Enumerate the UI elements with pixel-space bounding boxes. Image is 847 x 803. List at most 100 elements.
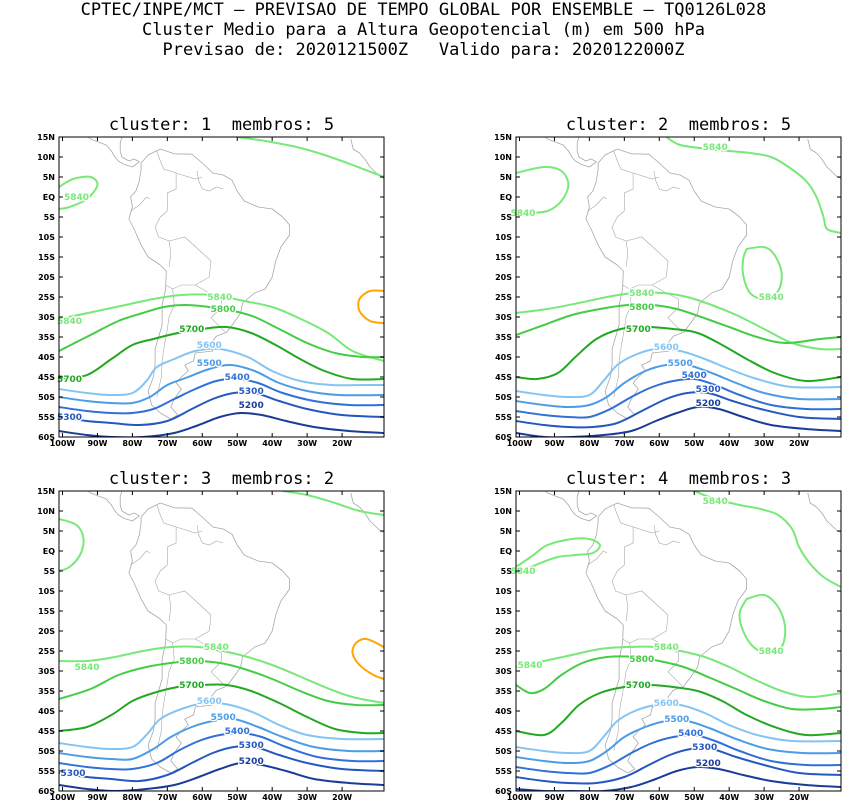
contour-label-5300: 5300: [60, 769, 85, 779]
x-tick-label: 20W: [332, 439, 352, 448]
country-border: [156, 504, 177, 565]
contour-label-5840: 5840: [759, 293, 784, 303]
contour-5500: [516, 719, 841, 764]
contour-label-5840: 5840: [204, 643, 229, 653]
south-america-coastline: [585, 502, 748, 774]
y-tick-label: 15S: [495, 607, 512, 616]
country-border: [130, 196, 151, 212]
x-tick-label: 30W: [297, 439, 317, 448]
country-border: [156, 638, 175, 752]
contour-5400: [59, 731, 384, 771]
country-border: [154, 564, 168, 592]
contour-label-5500: 5500: [668, 359, 693, 369]
contour-5800: [516, 655, 841, 711]
contour-label-5700: 5700: [179, 325, 204, 335]
y-tick-label: 35S: [495, 333, 512, 342]
x-tick-label: 90W: [544, 793, 564, 802]
contour-label-5300: 5300: [692, 743, 717, 753]
y-tick-label: 20S: [495, 627, 512, 636]
contour-label-5600: 5600: [654, 343, 679, 353]
x-tick-label: 50W: [227, 793, 247, 802]
contour-lines: [516, 491, 841, 791]
contour-5700: [59, 683, 384, 735]
south-america-coastline: [585, 148, 748, 420]
y-tick-label: 15N: [494, 133, 512, 142]
y-tick-label: 20S: [38, 273, 55, 282]
x-tick-label: 100W: [507, 439, 533, 448]
y-tick-label: 30S: [495, 313, 512, 322]
contour-5840: [59, 175, 99, 210]
contour-5800: [59, 660, 384, 707]
south-america-coastline: [128, 502, 291, 774]
x-tick-label: 70W: [614, 793, 634, 802]
contour-label-5840: 5840: [74, 663, 99, 673]
country-border: [626, 236, 669, 290]
contour-label-5840: 5840: [517, 661, 542, 671]
x-tick-label: 40W: [719, 793, 739, 802]
y-tick-label: 50S: [38, 393, 55, 402]
contour-5500: [59, 717, 384, 761]
contour-label-5500: 5500: [211, 713, 236, 723]
x-tick-label: 70W: [157, 439, 177, 448]
cluster-4-map: 5840584058005700560055005400530052005840…: [494, 469, 842, 802]
contour-label-5300: 5300: [239, 387, 264, 397]
x-tick-label: 70W: [614, 439, 634, 448]
coastline: [87, 491, 384, 774]
contour-5600: [59, 347, 384, 397]
contour-lines: [516, 137, 841, 437]
y-tick-label: 50S: [495, 747, 512, 756]
contour-label-5600: 5600: [197, 697, 222, 707]
contour-label-5300: 5300: [239, 741, 264, 751]
contour-label-5800: 5800: [629, 303, 654, 313]
country-border: [626, 590, 669, 644]
country-border: [633, 172, 660, 180]
contour-5840: [516, 537, 601, 572]
country-border: [195, 638, 226, 687]
country-border: [633, 526, 660, 534]
contour-label-5400: 5400: [225, 373, 250, 383]
y-tick-label: 35S: [495, 687, 512, 696]
contour-labels: 5840584058005700560055005400530052005840…: [509, 496, 785, 771]
y-tick-label: 15S: [38, 253, 55, 262]
country-border: [587, 550, 608, 566]
y-tick-label: 60S: [38, 787, 55, 796]
y-tick-label: 35S: [38, 687, 55, 696]
contour-5700: [516, 326, 841, 383]
x-tick-label: 60W: [649, 439, 669, 448]
contour-5700: [59, 325, 384, 381]
country-border: [611, 210, 625, 238]
contour-label-5840: 5840: [629, 289, 654, 299]
contour-5840: [59, 293, 384, 362]
country-border: [169, 236, 212, 290]
africa-coastline: [807, 138, 841, 179]
x-tick-label: 30W: [297, 793, 317, 802]
y-tick-label: 55S: [38, 413, 55, 422]
country-border: [587, 196, 608, 212]
contour-label-5840: 5840: [207, 293, 232, 303]
contour-5600: [516, 703, 841, 755]
y-tick-label: 60S: [495, 787, 512, 796]
x-tick-label: 40W: [719, 439, 739, 448]
contour-label-5840: 5840: [64, 193, 89, 203]
x-tick-label: 50W: [684, 793, 704, 802]
y-tick-label: 15S: [38, 607, 55, 616]
y-tick-label: EQ: [43, 193, 55, 202]
country-border: [613, 284, 632, 398]
plot-frame: [58, 136, 385, 438]
contour-lines: [59, 137, 384, 437]
axes: 15N10N5NEQ5S10S15S20S25S30S35S40S45S50S5…: [494, 115, 842, 448]
contour-5200: [516, 765, 841, 791]
country-border: [158, 590, 172, 622]
contour-5840: [236, 137, 384, 178]
y-tick-label: 30S: [38, 667, 55, 676]
panel-title: cluster: 3 membros: 2: [109, 469, 334, 489]
contour-5600: [59, 701, 384, 751]
contour-label-5840: 5840: [703, 143, 728, 153]
coastline: [87, 137, 384, 420]
x-tick-label: 80W: [122, 439, 142, 448]
x-tick-label: 100W: [507, 793, 533, 802]
y-tick-label: 35S: [38, 333, 55, 342]
contour-label-5200: 5200: [239, 757, 264, 767]
contour-5800: [59, 304, 384, 359]
